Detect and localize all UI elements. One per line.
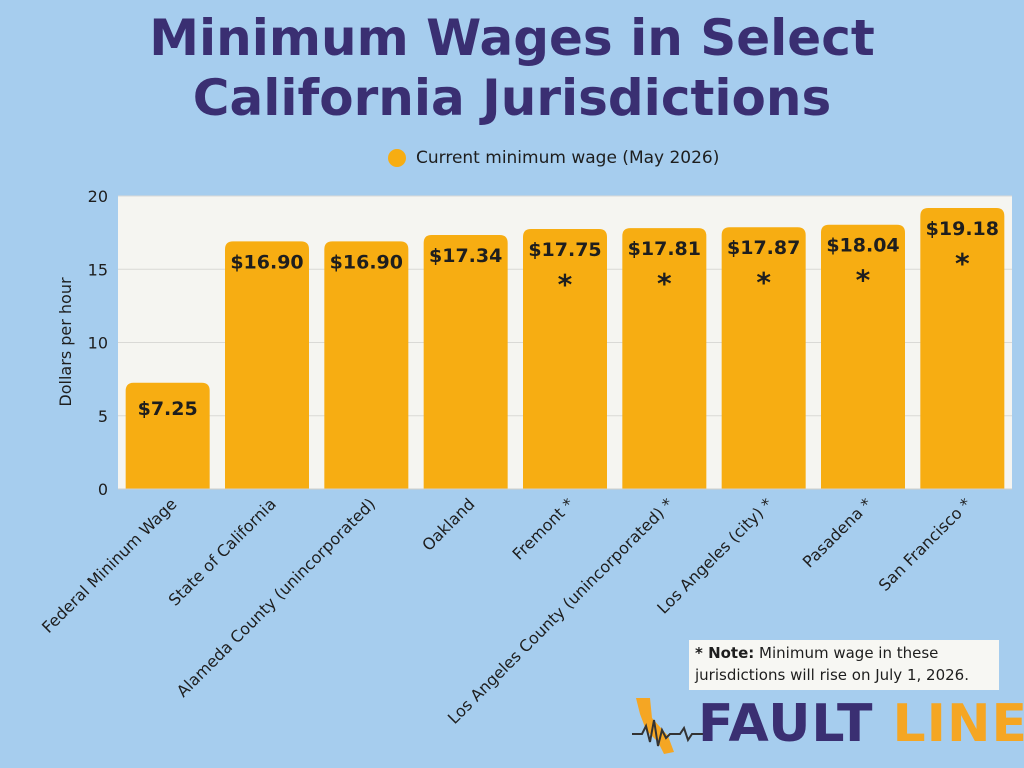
y-axis-label: Dollars per hour bbox=[56, 277, 75, 407]
asterisk-mark: * bbox=[955, 247, 970, 280]
fault-line-logo: FAULT LINE bbox=[628, 690, 1024, 760]
data-label: $7.25 bbox=[138, 398, 198, 420]
data-label: $17.81 bbox=[628, 238, 701, 260]
bar bbox=[423, 234, 508, 489]
data-label: $18.04 bbox=[826, 235, 899, 257]
data-label: $17.87 bbox=[727, 237, 800, 259]
y-tick-label: 0 bbox=[98, 480, 108, 499]
footnote-text: Minimum wage in these jurisdictions will… bbox=[695, 644, 969, 684]
x-tick-label: Federal Mininum Wage bbox=[38, 494, 180, 636]
bar bbox=[125, 382, 210, 489]
x-tick-label: Oakland bbox=[418, 494, 478, 554]
data-label: $16.90 bbox=[230, 251, 303, 273]
legend-label: Current minimum wage (May 2026) bbox=[416, 148, 720, 168]
data-label: $17.34 bbox=[429, 245, 502, 267]
bar bbox=[523, 228, 607, 489]
bar bbox=[821, 224, 905, 490]
x-tick-label: Fremont * bbox=[509, 494, 578, 563]
logo-word-fault: FAULT bbox=[698, 694, 874, 754]
chart-title: Minimum Wages in Select California Juris… bbox=[0, 8, 1024, 128]
y-tick-label: 10 bbox=[88, 334, 108, 353]
y-tick-label: 5 bbox=[98, 407, 108, 426]
logo-wordmark: FAULT LINE bbox=[698, 692, 1024, 756]
bar bbox=[622, 228, 707, 489]
data-label: $19.18 bbox=[926, 218, 999, 240]
chart-title-line1: Minimum Wages in Select bbox=[149, 9, 875, 67]
x-tick-label: State of California bbox=[165, 494, 280, 609]
x-tick-label: Pasadena * bbox=[799, 494, 876, 571]
asterisk-mark: * bbox=[657, 267, 672, 300]
logo-word-line: LINE bbox=[892, 694, 1024, 754]
asterisk-mark: * bbox=[756, 266, 771, 299]
bar bbox=[721, 227, 806, 489]
footnote: * Note: Minimum wage in these jurisdicti… bbox=[689, 640, 999, 690]
footnote-label: * Note: bbox=[695, 644, 755, 662]
asterisk-mark: * bbox=[558, 268, 573, 301]
y-tick-label: 15 bbox=[88, 260, 108, 279]
asterisk-mark: * bbox=[856, 264, 871, 297]
data-label: $17.75 bbox=[528, 239, 601, 261]
legend: Current minimum wage (May 2026) bbox=[388, 148, 719, 168]
x-tick-label: Alameda County (unincorporated) bbox=[173, 494, 379, 700]
california-seismograph-icon bbox=[632, 698, 704, 754]
x-tick-label: San Francisco * bbox=[875, 494, 975, 594]
bar bbox=[225, 241, 309, 489]
bar bbox=[324, 241, 409, 489]
chart-title-line2: California Jurisdictions bbox=[192, 69, 832, 127]
y-tick-label: 20 bbox=[88, 187, 108, 206]
data-label: $16.90 bbox=[330, 251, 403, 273]
bar bbox=[920, 208, 1005, 489]
legend-swatch bbox=[388, 149, 406, 167]
